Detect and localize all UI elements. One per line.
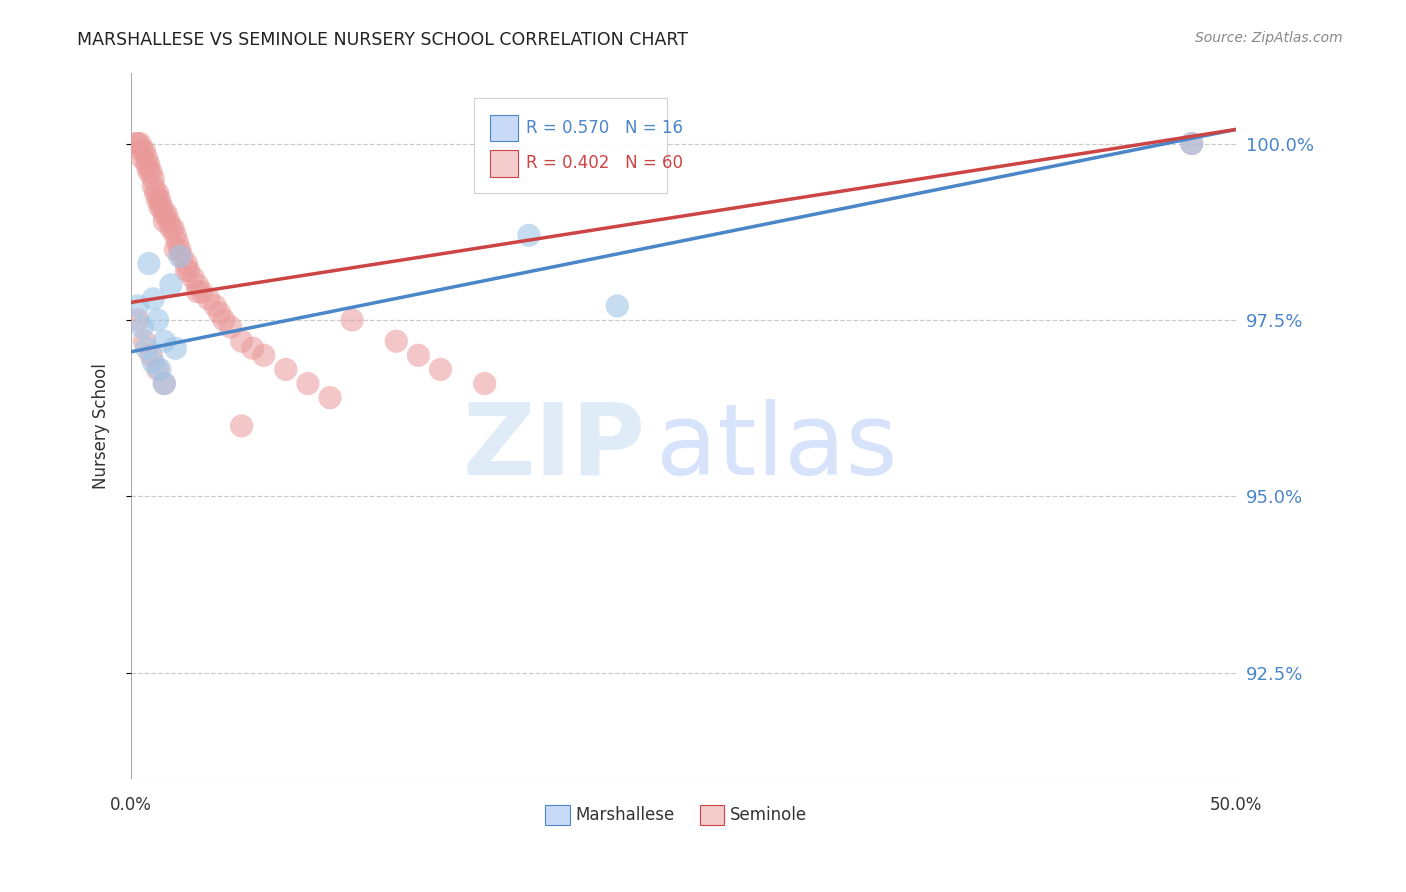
Point — [177, 263, 200, 277]
Point — [149, 200, 172, 214]
Point — [138, 158, 160, 172]
Point — [142, 178, 165, 193]
Point — [169, 250, 191, 264]
Point — [160, 277, 183, 292]
Point — [474, 376, 496, 391]
Point — [212, 313, 235, 327]
Point — [142, 292, 165, 306]
Point — [153, 207, 176, 221]
Text: ZIP: ZIP — [463, 399, 645, 496]
Point — [135, 341, 157, 355]
Point — [131, 320, 153, 334]
Point — [139, 165, 162, 179]
Point — [219, 320, 242, 334]
Point — [231, 418, 253, 433]
FancyBboxPatch shape — [474, 98, 666, 193]
Point — [242, 341, 264, 355]
Point — [135, 158, 157, 172]
Point — [157, 214, 180, 228]
Point — [138, 165, 160, 179]
Bar — [546, 805, 569, 825]
Point — [208, 306, 231, 320]
Point — [408, 348, 430, 362]
Point — [176, 263, 198, 277]
Point — [153, 334, 176, 349]
Point — [1181, 136, 1204, 151]
Text: Seminole: Seminole — [730, 805, 807, 824]
Point — [231, 334, 253, 349]
Point — [186, 285, 208, 299]
Point — [149, 362, 172, 376]
Point — [297, 376, 319, 391]
Point — [162, 221, 184, 235]
Point — [181, 270, 204, 285]
Point — [204, 299, 226, 313]
Point — [153, 376, 176, 391]
Point — [142, 355, 165, 369]
Point — [146, 186, 169, 200]
Point — [146, 313, 169, 327]
Point — [429, 362, 451, 376]
Point — [131, 144, 153, 158]
Point — [134, 334, 156, 349]
Point — [176, 256, 198, 270]
Point — [274, 362, 297, 376]
Text: Marshallese: Marshallese — [575, 805, 675, 824]
Text: atlas: atlas — [657, 399, 897, 496]
Text: 50.0%: 50.0% — [1209, 797, 1263, 814]
Point — [127, 313, 149, 327]
Text: 0.0%: 0.0% — [110, 797, 152, 814]
Point — [149, 193, 172, 207]
Point — [165, 228, 187, 243]
Point — [146, 193, 169, 207]
Point — [134, 144, 156, 158]
Point — [138, 256, 160, 270]
Point — [197, 292, 219, 306]
Point — [142, 172, 165, 186]
Point — [1181, 136, 1204, 151]
Text: R = 0.570   N = 16: R = 0.570 N = 16 — [526, 119, 682, 137]
Point — [517, 228, 540, 243]
Point — [155, 207, 177, 221]
Point — [153, 214, 176, 228]
Point — [165, 341, 187, 355]
Text: Source: ZipAtlas.com: Source: ZipAtlas.com — [1195, 31, 1343, 45]
Point — [139, 348, 162, 362]
Point — [150, 200, 173, 214]
Bar — [700, 805, 724, 825]
Point — [160, 221, 183, 235]
Point — [253, 348, 276, 362]
Point — [340, 313, 363, 327]
Point — [606, 299, 628, 313]
Point — [135, 151, 157, 165]
Point — [169, 243, 191, 257]
Point — [385, 334, 408, 349]
Point — [191, 285, 214, 299]
Point — [131, 151, 153, 165]
Point — [153, 376, 176, 391]
Bar — [491, 115, 517, 142]
Point — [146, 362, 169, 376]
Point — [145, 186, 167, 200]
Point — [129, 136, 152, 151]
Point — [127, 136, 149, 151]
Text: R = 0.402   N = 60: R = 0.402 N = 60 — [526, 154, 682, 172]
Point — [319, 391, 342, 405]
Point — [186, 277, 208, 292]
Point — [124, 136, 146, 151]
Text: MARSHALLESE VS SEMINOLE NURSERY SCHOOL CORRELATION CHART: MARSHALLESE VS SEMINOLE NURSERY SCHOOL C… — [77, 31, 689, 49]
Y-axis label: Nursery School: Nursery School — [93, 363, 110, 489]
Point — [127, 299, 149, 313]
Point — [166, 235, 188, 250]
Point — [170, 250, 193, 264]
Point — [165, 243, 187, 257]
Bar — [491, 150, 517, 177]
